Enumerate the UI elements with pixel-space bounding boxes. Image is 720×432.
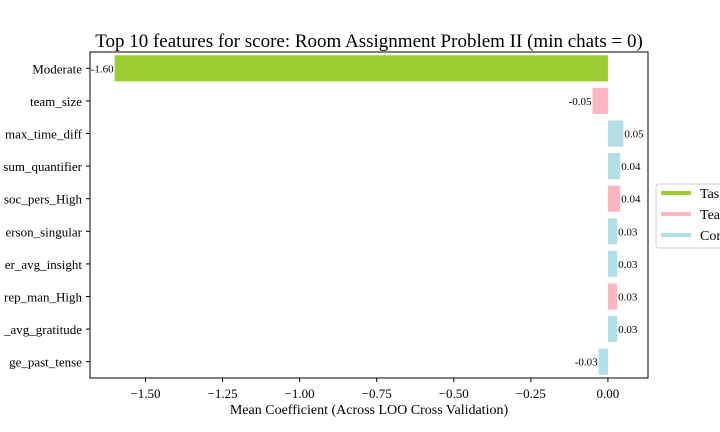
bar	[598, 348, 608, 375]
data-label: 0.04	[621, 161, 641, 173]
bar	[607, 250, 618, 277]
bars-group: -1.60 -0.05 0.05 0.04 0.04 0.03 0.03 0.03 0.03 -0…	[91, 55, 644, 375]
legend: Tas Tea Cor	[655, 183, 720, 249]
x-axis-label: Mean Coefficient (Across LOO Cross Valid…	[230, 403, 509, 418]
bar	[607, 153, 621, 180]
plot-area	[89, 51, 649, 379]
y-tick-label: max_time_diff	[5, 127, 83, 142]
chart-title: Top 10 features for score: Room Assignme…	[95, 31, 643, 52]
data-label: 0.03	[618, 226, 638, 238]
x-tick-label: −1.25	[208, 386, 238, 401]
y-tick-label: Moderate	[32, 61, 82, 76]
bar	[607, 283, 618, 310]
bar	[592, 87, 608, 114]
data-label: -0.03	[575, 357, 598, 369]
data-label: 0.03	[618, 292, 638, 304]
data-label: 0.05	[624, 129, 644, 141]
x-tick-label: 0.00	[597, 386, 620, 401]
x-tick-label: −1.00	[285, 386, 315, 401]
legend-label: Cor	[700, 229, 720, 244]
y-tick-label: er_avg_insight	[5, 257, 83, 272]
x-axis-ticks: −1.50 −1.25 −1.00 −0.75 −0.50 −0.25 0.00	[130, 378, 619, 401]
data-label: -1.60	[91, 63, 114, 75]
legend-label: Tea	[700, 208, 720, 223]
x-tick-label: −1.50	[130, 386, 160, 401]
bar	[607, 120, 624, 147]
bar	[607, 185, 621, 212]
bar	[607, 316, 618, 343]
y-tick-labels: Moderate team_size max_time_diff sum_quanti…	[3, 61, 90, 370]
y-tick-label: sum_quantifier	[3, 159, 82, 174]
y-tick-label: ge_past_tense	[9, 355, 82, 370]
x-tick-label: −0.25	[516, 386, 546, 401]
data-label: 0.03	[618, 324, 638, 336]
x-tick-label: −0.75	[362, 386, 392, 401]
data-label: -0.05	[569, 96, 592, 108]
bar	[607, 218, 618, 245]
y-tick-label: _avg_gratitude	[3, 322, 82, 337]
bar	[114, 55, 608, 82]
data-label: 0.03	[618, 259, 638, 271]
data-label: 0.04	[621, 194, 641, 206]
x-tick-label: −0.50	[439, 386, 469, 401]
legend-label: Tas	[700, 187, 719, 202]
y-tick-label: team_size	[30, 94, 82, 109]
y-tick-label: rep_man_High	[4, 290, 82, 305]
y-tick-label: erson_singular	[5, 224, 82, 239]
y-tick-label: soc_pers_High	[4, 192, 82, 207]
